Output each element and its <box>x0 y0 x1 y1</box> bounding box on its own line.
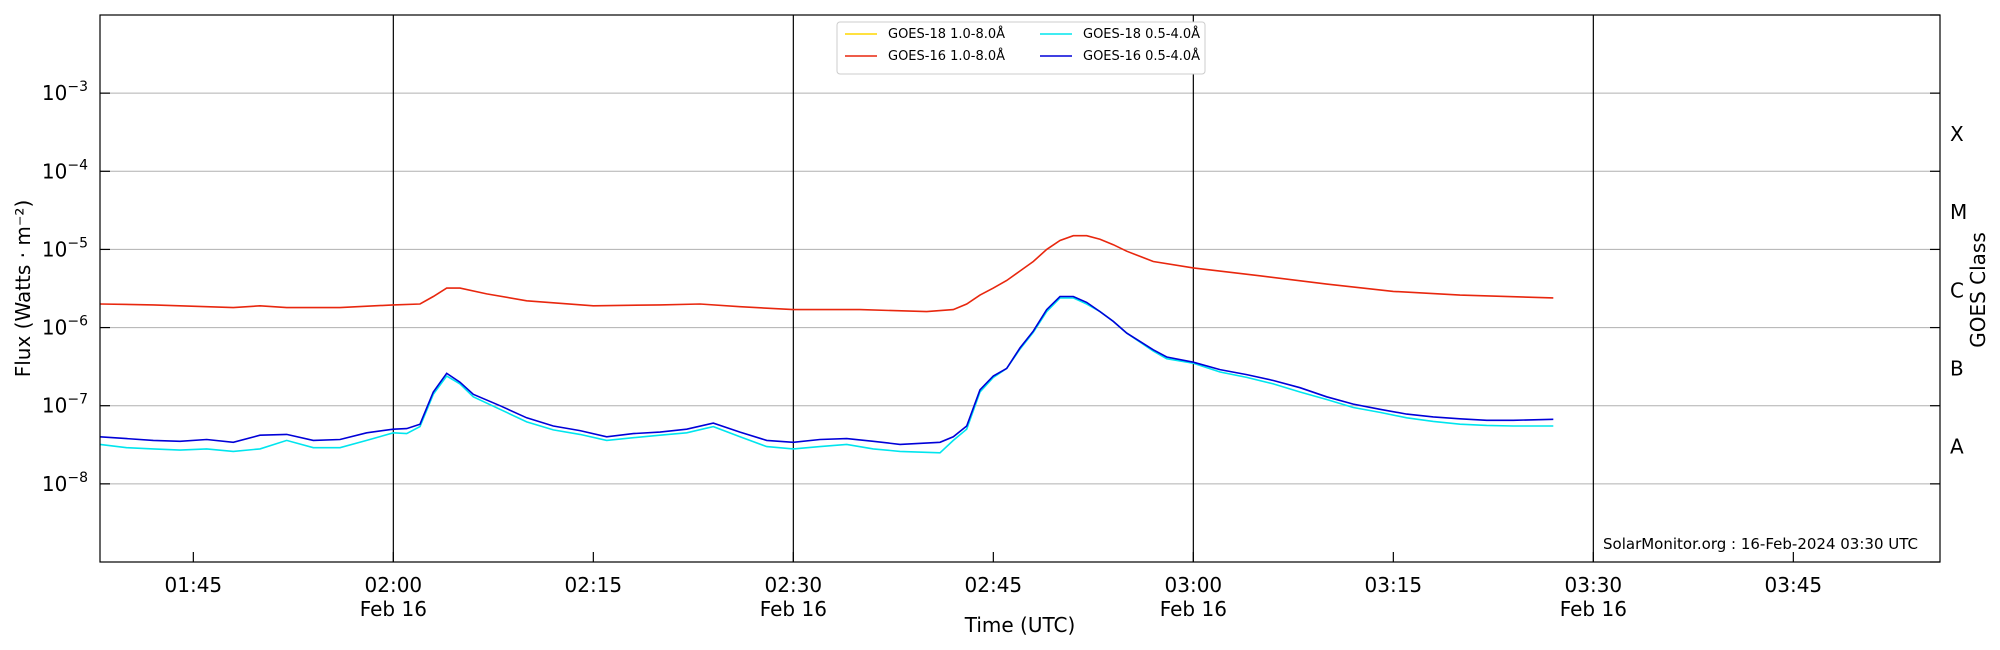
y-tick-label: 10−8 <box>42 470 88 496</box>
goes-class-label: M <box>1950 200 1967 224</box>
y-tick-label: 10−4 <box>42 157 88 183</box>
y-tick-label-base: 10 <box>42 394 67 418</box>
x-tick-date-label: Feb 16 <box>1560 597 1627 621</box>
y-tick-label: 10−3 <box>42 79 88 105</box>
x-tick-date-label: Feb 16 <box>1160 597 1227 621</box>
y-axis-label: Flux (Watts · m⁻²) <box>11 200 35 378</box>
series-line <box>99 234 1554 313</box>
y-tick-label-base: 10 <box>42 237 67 261</box>
series-line <box>99 297 1554 454</box>
x-tick-label: 03:15 <box>1365 573 1423 597</box>
goes-class-label: C <box>1950 278 1964 302</box>
x-tick-label: 03:45 <box>1765 573 1823 597</box>
x-tick-label: 02:30 <box>765 573 823 597</box>
credit-text: SolarMonitor.org : 16-Feb-2024 03:30 UTC <box>1603 535 1918 553</box>
y-tick-label-exponent: −4 <box>67 157 88 173</box>
legend-entry-label: GOES-18 0.5-4.0Å <box>1083 26 1200 42</box>
y-tick-label: 10−6 <box>42 314 88 340</box>
legend-entry-label: GOES-16 0.5-4.0Å <box>1083 48 1200 64</box>
x-tick-label: 02:15 <box>565 573 623 597</box>
x-axis-label: Time (UTC) <box>964 613 1076 637</box>
series-line <box>99 295 1554 446</box>
y-tick-label-exponent: −6 <box>67 314 88 330</box>
y-tick-label: 10−7 <box>42 392 88 418</box>
y-tick-label-exponent: −8 <box>67 470 88 486</box>
x-tick-label: 02:00 <box>365 573 423 597</box>
x-tick-label: 01:45 <box>165 573 223 597</box>
x-tick-label: 03:00 <box>1165 573 1223 597</box>
legend: GOES-18 1.0-8.0Å GOES-18 0.5-4.0Å GOES-16 … <box>836 21 1206 75</box>
x-tick-date-label: Feb 16 <box>760 597 827 621</box>
plot-frame <box>99 14 1941 563</box>
goes-class-axis-label: GOES Class <box>1966 232 1990 348</box>
goes-class-label: X <box>1950 122 1964 146</box>
y-tick-label-exponent: −5 <box>67 235 88 251</box>
grid-lines <box>100 92 1940 485</box>
legend-box <box>836 21 1206 75</box>
y-tick-label-base: 10 <box>42 81 67 105</box>
goes-class-labels: A B C M X <box>1950 122 1967 459</box>
y-tick-label-base: 10 <box>42 159 67 183</box>
y-tick-label-base: 10 <box>42 316 67 340</box>
y-tick-label-exponent: −3 <box>67 79 88 95</box>
y-tick-label-base: 10 <box>42 472 67 496</box>
x-tick-label: 03:30 <box>1565 573 1623 597</box>
legend-entry-label: GOES-18 1.0-8.0Å <box>888 26 1005 42</box>
x-tick-label: 02:45 <box>965 573 1023 597</box>
day-boundary-lines <box>392 15 1594 562</box>
legend-entry-label: GOES-16 1.0-8.0Å <box>888 48 1005 64</box>
y-tick-label: 10−5 <box>42 235 88 261</box>
y-tick-label-exponent: −7 <box>67 392 88 408</box>
goes-class-label: B <box>1950 356 1964 380</box>
goes-class-label: A <box>1950 435 1964 459</box>
series-group <box>99 234 1554 454</box>
y-axis-ticks: 10−810−710−610−510−410−3 <box>42 14 1940 563</box>
x-tick-date-label: Feb 16 <box>360 597 427 621</box>
